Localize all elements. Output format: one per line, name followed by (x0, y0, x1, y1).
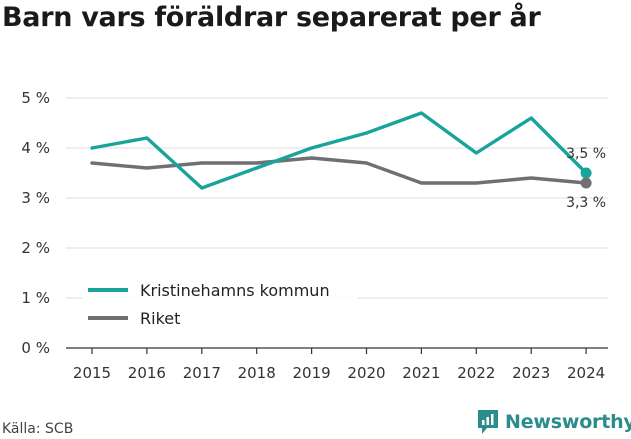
end-point (580, 177, 592, 189)
series-line (90, 156, 588, 185)
brand-name: Newsworthy (505, 411, 631, 433)
x-tick-label: 2019 (293, 364, 331, 382)
x-tick-label: 2024 (567, 364, 605, 382)
end-label-riket: 3,3 % (566, 195, 606, 211)
y-tick-label: 5 % (21, 89, 50, 107)
grid-lines (66, 97, 608, 299)
x-tick-label: 2015 (73, 364, 111, 382)
y-axis-ticks: 0 % 1 % 2 % 3 % 4 % 5 % (21, 89, 50, 357)
x-tick-label: 2023 (512, 364, 550, 382)
x-tick-label: 2018 (238, 364, 276, 382)
y-tick-label: 0 % (21, 339, 50, 357)
x-tick-label: 2017 (183, 364, 221, 382)
x-tick-label: 2021 (402, 364, 440, 382)
newsworthy-logo-icon (478, 410, 498, 434)
legend-label: Kristinehamns kommun (140, 281, 330, 300)
legend-background (82, 275, 358, 333)
chart-title: Barn vars föräldrar separerat per år (2, 2, 541, 33)
end-label-kommun: 3,5 % (566, 146, 606, 162)
x-tick-label: 2020 (347, 364, 385, 382)
source-note: Källa: SCB (2, 421, 74, 437)
y-tick-label: 1 % (21, 289, 50, 307)
end-point (580, 167, 592, 179)
legend-label: Riket (140, 309, 180, 328)
end-points: 3,5 % 3,3 % (566, 146, 606, 211)
x-tick-label: 2022 (457, 364, 495, 382)
x-tick-label: 2016 (128, 364, 166, 382)
x-axis: 2015 2016 2017 2018 2019 2020 2021 2022 2023 2024 (66, 347, 608, 382)
line-chart: 0 %1 %2 %3 %4 %5 % 2015 2016 2017 2018 2019 2… (21, 89, 608, 382)
y-tick-label: 4 % (21, 139, 50, 157)
y-tick-label: 2 % (21, 239, 50, 257)
legend: Kristinehamns kommun Riket (82, 275, 358, 333)
series-lines (90, 111, 588, 190)
brand-logo[interactable]: Newsworthy (476, 409, 631, 435)
y-tick-label: 3 % (21, 189, 50, 207)
series-line (90, 111, 588, 190)
